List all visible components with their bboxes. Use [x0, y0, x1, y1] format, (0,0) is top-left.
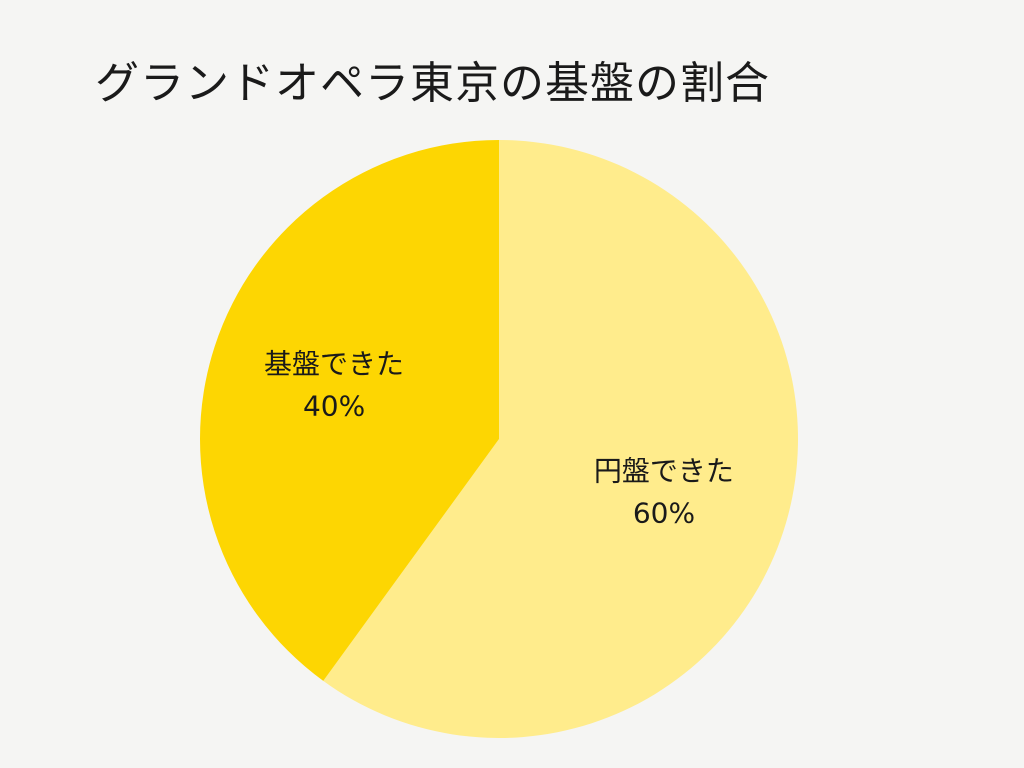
pie-slice-1	[200, 139, 499, 681]
pie-slice-0	[323, 140, 798, 738]
pie-slice-label-0: 円盤できた	[594, 455, 734, 488]
pie-slice-value-1: 40%	[303, 389, 365, 422]
pie-slice-label-1: 基盤できた	[264, 347, 404, 380]
pie-slice-value-0: 60%	[633, 497, 695, 530]
chart-title: グランドオペラ東京の基盤の割合	[95, 58, 770, 109]
